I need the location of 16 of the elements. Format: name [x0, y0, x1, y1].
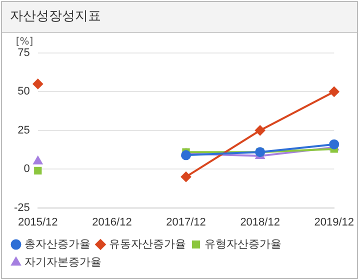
- legend-label: 유형자산증가율: [204, 238, 282, 251]
- legend-label: 총자산증가율: [24, 238, 90, 251]
- x-tick-label: 2017/12: [166, 216, 206, 228]
- x-tick-label: 2015/12: [18, 216, 58, 228]
- legend-label: 자기자본증가율: [24, 256, 102, 269]
- chart-title: 자산성장성지표: [2, 2, 357, 33]
- y-tick-label: 0: [24, 163, 30, 176]
- x-tick-label: 2018/12: [240, 216, 280, 228]
- y-axis-title: [%]: [16, 36, 34, 48]
- x-tick-label: 2019/12: [314, 216, 354, 228]
- y-tick-label: -25: [14, 202, 30, 214]
- y-tick-label: 75: [18, 47, 30, 60]
- y-tick-label: 25: [18, 124, 30, 136]
- legend-label: 유동자산증가율: [109, 238, 186, 251]
- x-tick-label: 2016/12: [92, 216, 132, 228]
- y-tick-label: 50: [18, 86, 30, 98]
